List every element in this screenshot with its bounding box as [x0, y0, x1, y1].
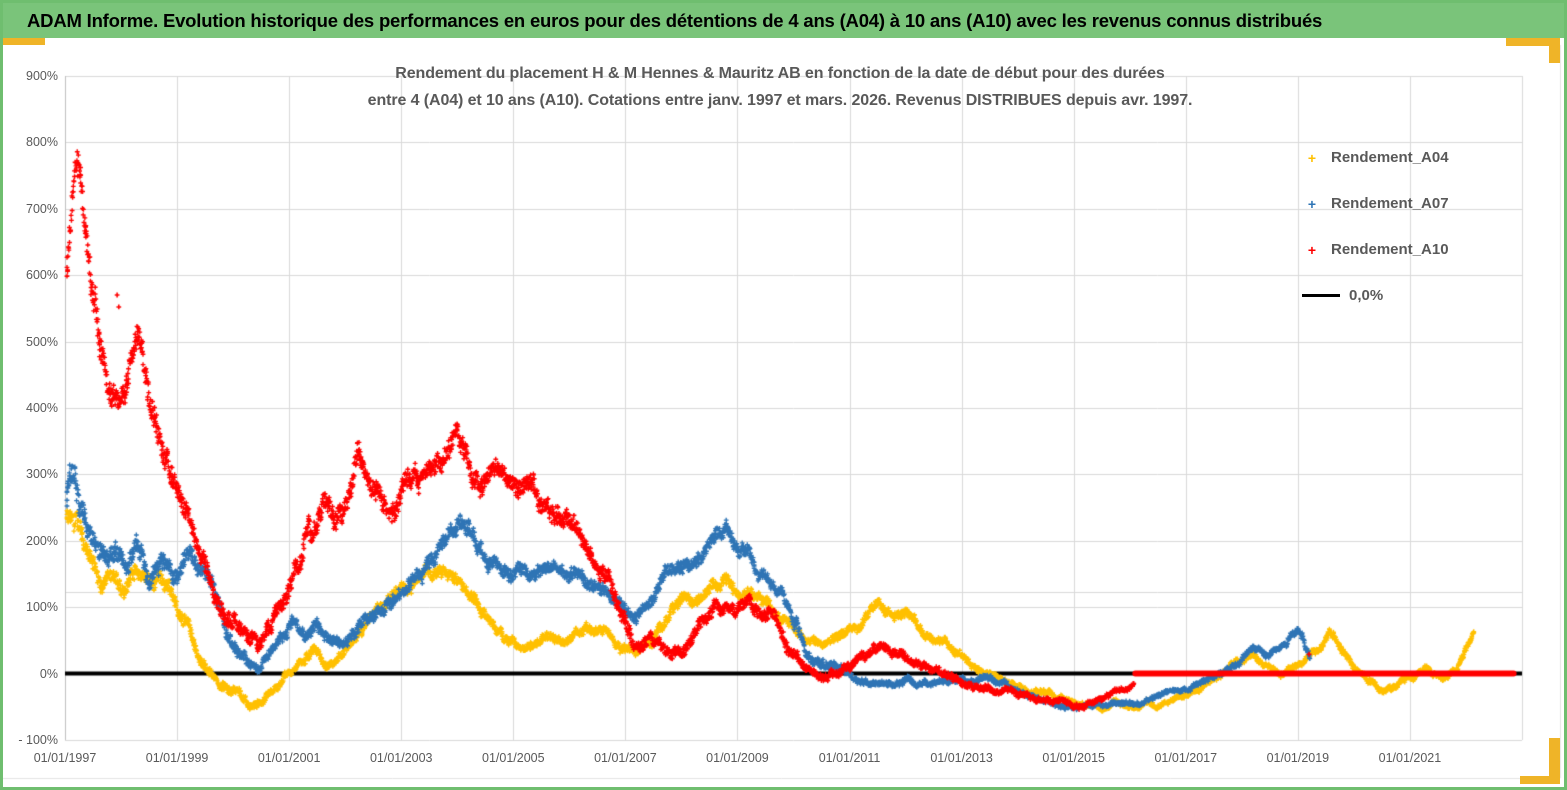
- x-tick-label: 01/01/2001: [257, 751, 321, 765]
- x-tick-label: 01/01/1999: [145, 751, 209, 765]
- y-tick-label: 600%: [26, 268, 58, 283]
- chart-title: Rendement du placement H & M Hennes & Ma…: [270, 60, 1290, 114]
- y-tick-label: 900%: [26, 68, 58, 83]
- x-tick-label: 01/01/2007: [594, 751, 657, 765]
- chart-title-line1: Rendement du placement H & M Hennes & Ma…: [395, 65, 1165, 82]
- legend-line-marker-icon: [1302, 294, 1340, 297]
- legend-item-rendement-a07: + Rendement_A07: [1302, 194, 1449, 213]
- legend-label: Rendement_A07: [1331, 195, 1449, 212]
- x-tick-label: 01/01/2015: [1042, 751, 1105, 765]
- chart-title-line2: entre 4 (A04) et 10 ans (A10). Cotations…: [367, 92, 1193, 109]
- x-tick-label: 01/01/2021: [1378, 751, 1442, 765]
- x-tick-label: 01/01/2017: [1154, 751, 1218, 765]
- x-tick-label: 01/01/2005: [482, 751, 545, 765]
- gold-accent-bottom-right-v: [1549, 738, 1560, 784]
- gold-accent-top-right-v: [1549, 38, 1560, 63]
- x-tick-label: 01/01/2019: [1266, 751, 1330, 765]
- legend-item-rendement-a10: + Rendement_A10: [1302, 240, 1449, 259]
- legend-item-rendement-a04: + Rendement_A04: [1302, 148, 1449, 167]
- x-tick-label: 01/01/2011: [818, 751, 881, 765]
- gold-accent-top-right-h: [1506, 38, 1560, 46]
- y-tick-label: 300%: [26, 467, 58, 482]
- x-tick-label: 01/01/1997: [33, 751, 97, 765]
- x-tick-label: 01/01/2003: [369, 751, 433, 765]
- gold-accent-left: [3, 38, 45, 45]
- x-tick-label: 01/01/2013: [930, 751, 993, 765]
- legend-label: Rendement_A10: [1331, 241, 1449, 258]
- gold-accent-bottom-right-h: [1520, 776, 1560, 784]
- legend-label: 0,0%: [1349, 287, 1384, 304]
- y-tick-label: 700%: [26, 201, 58, 216]
- y-tick-label: 400%: [26, 400, 58, 415]
- page-header-band: ADAM Informe. Evolution historique des p…: [3, 3, 1564, 38]
- chart-legend: + Rendement_A04 + Rendement_A07 + Rendement_A…: [1302, 148, 1449, 332]
- y-tick-label: 0%: [39, 666, 58, 681]
- y-tick-label: 800%: [26, 135, 58, 150]
- x-tick-label: 01/01/2009: [706, 751, 769, 765]
- y-tick-label: - 100%: [18, 732, 58, 747]
- legend-plus-marker-icon: +: [1307, 195, 1317, 212]
- y-tick-label: 200%: [26, 533, 58, 548]
- legend-item-0-0-: 0,0%: [1302, 286, 1449, 305]
- legend-plus-marker-icon: +: [1307, 241, 1317, 258]
- y-tick-label: 500%: [26, 334, 58, 349]
- page-title: ADAM Informe. Evolution historique des p…: [27, 9, 1323, 31]
- legend-plus-marker-icon: +: [1307, 149, 1317, 166]
- legend-label: Rendement_A04: [1331, 149, 1449, 166]
- y-tick-label: 100%: [26, 600, 58, 615]
